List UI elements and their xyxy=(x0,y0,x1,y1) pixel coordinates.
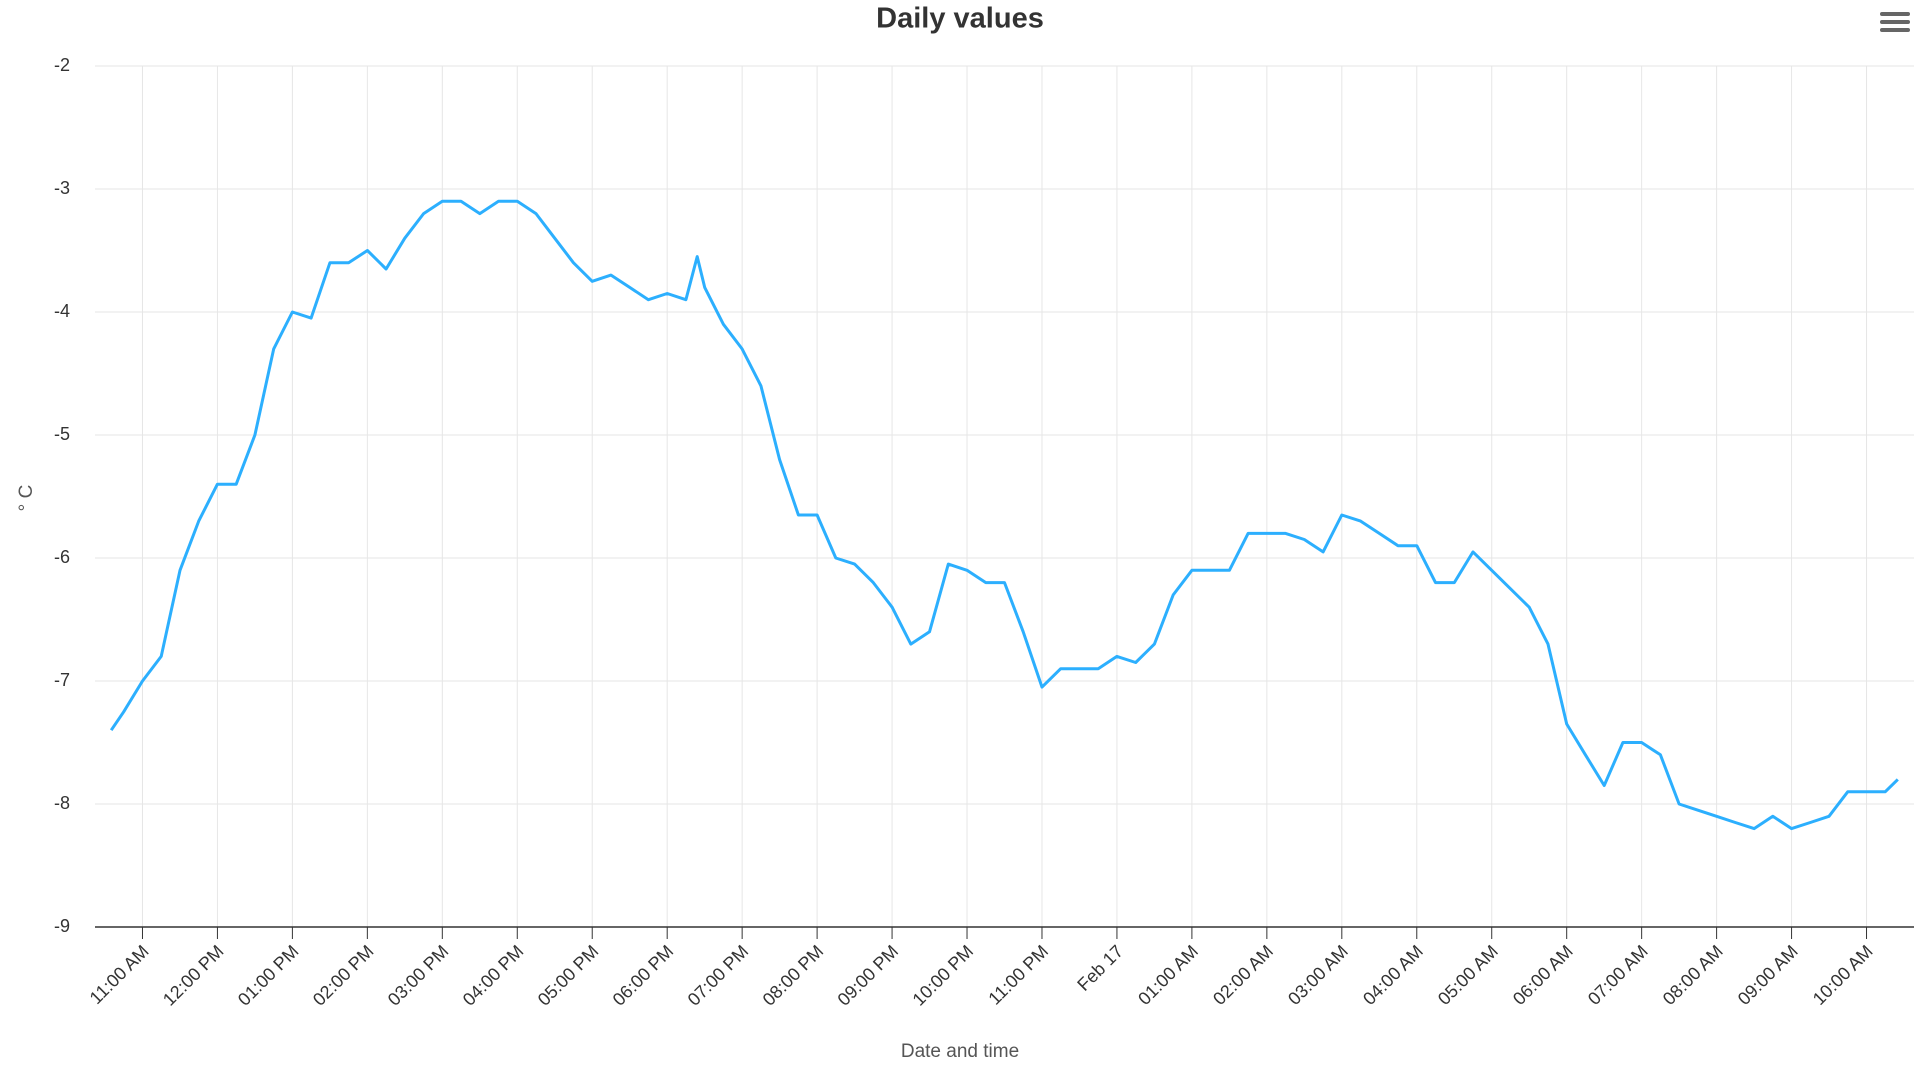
x-tick-label: 02:00 PM xyxy=(309,941,378,1010)
x-tick-label: 09:00 AM xyxy=(1734,941,1802,1009)
x-tick-label: 08:00 AM xyxy=(1659,941,1727,1009)
y-tick-label: -7 xyxy=(54,670,70,690)
x-tick-label: 02:00 AM xyxy=(1209,941,1277,1009)
x-tick-label: 07:00 PM xyxy=(684,941,753,1010)
x-tick-label: 03:00 PM xyxy=(384,941,453,1010)
y-tick-label: -5 xyxy=(54,424,70,444)
y-tick-label: -9 xyxy=(54,916,70,936)
x-tick-label: 04:00 PM xyxy=(459,941,528,1010)
x-tick-label: 06:00 PM xyxy=(609,941,678,1010)
x-tick-label: 04:00 AM xyxy=(1359,941,1427,1009)
x-tick-label: 11:00 PM xyxy=(984,941,1052,1009)
y-tick-label: -8 xyxy=(54,793,70,813)
y-tick-label: -3 xyxy=(54,178,70,198)
data-line xyxy=(109,199,1899,831)
x-tick-label: 12:00 PM xyxy=(159,941,228,1010)
menu-bar xyxy=(1880,28,1910,32)
x-tick-label: 05:00 PM xyxy=(534,941,603,1010)
x-tick-label: 10:00 AM xyxy=(1809,941,1877,1009)
chart-title: Daily values xyxy=(876,3,1044,35)
x-tick-label: 10:00 PM xyxy=(909,941,978,1010)
x-tick-label: 06:00 AM xyxy=(1509,941,1577,1009)
x-tick-label: Feb 17 xyxy=(1073,941,1127,995)
x-tick-label: 09:00 PM xyxy=(834,941,903,1010)
x-tick-label: 03:00 AM xyxy=(1284,941,1352,1009)
menu-button[interactable] xyxy=(1880,12,1910,32)
x-tick-label: 01:00 AM xyxy=(1134,941,1202,1009)
y-tick-label: -4 xyxy=(54,301,70,321)
x-tick-label: 08:00 PM xyxy=(759,941,828,1010)
x-tick-label: 07:00 AM xyxy=(1584,941,1652,1009)
x-tick-label: 01:00 PM xyxy=(234,941,303,1010)
x-axis-title: Date and time xyxy=(901,1041,1019,1062)
x-tick-label: 11:00 AM xyxy=(86,941,153,1008)
y-tick-label: -2 xyxy=(54,55,70,75)
y-tick-label: -6 xyxy=(54,547,70,567)
x-tick-label: 05:00 AM xyxy=(1434,941,1502,1009)
menu-bar xyxy=(1880,20,1910,24)
menu-bar xyxy=(1880,12,1910,16)
y-axis-title: ° C xyxy=(16,485,37,512)
